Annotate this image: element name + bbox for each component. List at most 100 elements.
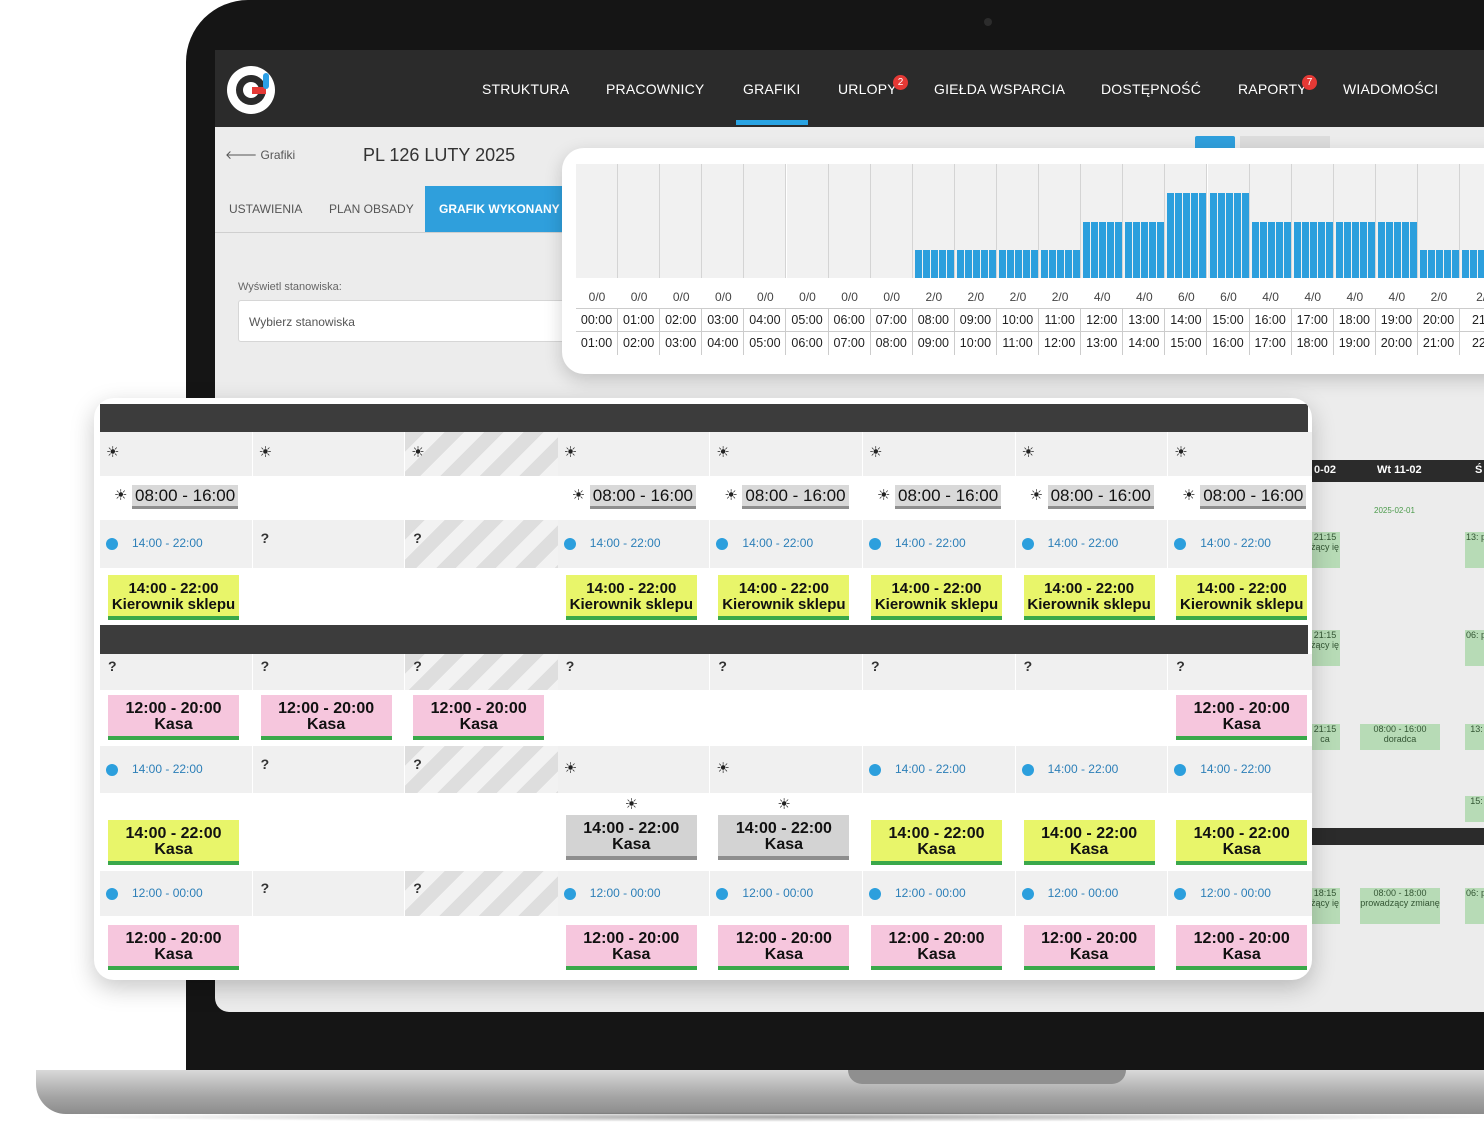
schedule-cell[interactable]: 12:00 - 20:00 Kasa bbox=[405, 690, 558, 746]
schedule-cell[interactable] bbox=[253, 568, 406, 626]
schedule-cell[interactable] bbox=[253, 476, 406, 520]
planned-time-chip[interactable]: 08:00 - 16:00 bbox=[1047, 485, 1154, 509]
shift-block[interactable]: 14:00 - 22:00 Kasa bbox=[108, 820, 239, 865]
schedule-cell[interactable]: ☀ bbox=[1015, 432, 1169, 476]
schedule-cell[interactable] bbox=[558, 690, 711, 746]
schedule-cell[interactable]: ☀ bbox=[557, 432, 711, 476]
schedule-cell[interactable]: 14:00 - 22:00 bbox=[557, 520, 711, 568]
schedule-cell[interactable]: ☀ 08:00 - 16:00 bbox=[558, 476, 711, 520]
schedule-cell[interactable]: ? bbox=[405, 654, 558, 690]
shift-block[interactable]: 14:00 - 22:00 Kasa bbox=[718, 815, 850, 860]
schedule-cell[interactable]: ? bbox=[405, 871, 558, 916]
nav-item-pracownicy[interactable]: PRACOWNICY bbox=[606, 81, 705, 97]
shift-block[interactable]: 12:00 - 20:00 Kasa bbox=[565, 925, 697, 970]
schedule-cell[interactable]: ☀ bbox=[710, 432, 863, 476]
tab-ustawienia[interactable]: USTAWIENIA bbox=[229, 202, 303, 216]
nav-item-grafiki[interactable]: GRAFIKI bbox=[743, 81, 801, 97]
schedule-cell[interactable]: ? bbox=[252, 746, 406, 793]
shift-block[interactable]: 14:00 - 22:00 Kasa bbox=[565, 815, 697, 860]
schedule-cell[interactable]: ☀ bbox=[863, 432, 1016, 476]
schedule-cell[interactable]: ☀ bbox=[1168, 432, 1312, 476]
nav-item-gielda-wsparcia[interactable]: GIEŁDA WSPARCIA bbox=[934, 81, 1066, 97]
schedule-cell[interactable]: 12:00 - 20:00 Kasa bbox=[253, 690, 406, 746]
shift-block[interactable]: 12:00 - 20:00 Kasa bbox=[1023, 925, 1155, 970]
schedule-cell[interactable]: ☀ 08:00 - 16:00 bbox=[710, 476, 863, 520]
tab-grafik-wykonany[interactable]: GRAFIK WYKONANY bbox=[425, 186, 574, 232]
schedule-cell[interactable]: ☀ 08:00 - 16:00 bbox=[100, 476, 253, 520]
schedule-cell[interactable]: 14:00 - 22:00 Kierownik sklepu bbox=[558, 568, 711, 626]
nav-item-raporty[interactable]: RAPORTY bbox=[1238, 81, 1307, 97]
schedule-cell[interactable]: 12:00 - 20:00 Kasa bbox=[100, 916, 253, 976]
schedule-cell[interactable]: ☀ 14:00 - 22:00 Kasa bbox=[558, 793, 711, 871]
schedule-cell[interactable]: ? bbox=[405, 746, 558, 793]
schedule-cell[interactable] bbox=[253, 916, 406, 976]
shift-block[interactable]: 14:00 - 22:00 Kierownik sklepu bbox=[1176, 575, 1308, 620]
schedule-cell[interactable]: ? bbox=[863, 654, 1016, 690]
planned-time-chip[interactable]: 08:00 - 16:00 bbox=[589, 485, 696, 509]
shift-block[interactable]: 14:00 - 22:00 Kierownik sklepu bbox=[565, 575, 697, 620]
schedule-cell[interactable]: 12:00 - 20:00 Kasa bbox=[100, 690, 253, 746]
schedule-cell[interactable]: ☀ 08:00 - 16:00 bbox=[863, 476, 1016, 520]
schedule-cell[interactable]: 12:00 - 00:00 bbox=[100, 871, 253, 916]
planned-time-chip[interactable]: 08:00 - 16:00 bbox=[1200, 485, 1307, 509]
schedule-cell[interactable] bbox=[405, 793, 558, 871]
shift-block[interactable]: 14:00 - 22:00 Kierownik sklepu bbox=[718, 575, 850, 620]
schedule-cell[interactable]: 14:00 - 22:00 Kierownik sklepu bbox=[1168, 568, 1312, 626]
schedule-cell[interactable]: ? bbox=[252, 520, 406, 568]
schedule-cell[interactable]: 12:00 - 00:00 bbox=[710, 871, 863, 916]
schedule-cell[interactable]: ? bbox=[1168, 654, 1312, 690]
schedule-cell[interactable]: ☀ bbox=[252, 432, 406, 476]
back-link[interactable]: 🡐 Grafiki bbox=[225, 147, 295, 162]
schedule-cell[interactable]: 14:00 - 22:00 Kasa bbox=[100, 793, 253, 871]
schedule-cell[interactable]: 14:00 - 22:00 bbox=[100, 746, 253, 793]
schedule-cell[interactable]: ☀ bbox=[557, 746, 711, 793]
planned-time-chip[interactable]: 08:00 - 16:00 bbox=[895, 485, 1002, 509]
schedule-cell[interactable]: ☀ 14:00 - 22:00 Kasa bbox=[710, 793, 863, 871]
schedule-cell[interactable] bbox=[405, 476, 558, 520]
schedule-cell[interactable]: 12:00 - 00:00 bbox=[557, 871, 711, 916]
schedule-cell[interactable] bbox=[863, 690, 1016, 746]
shift-block[interactable]: 14:00 - 22:00 Kierownik sklepu bbox=[108, 575, 239, 620]
shift-block[interactable]: 12:00 - 20:00 Kasa bbox=[413, 695, 545, 740]
schedule-cell[interactable]: 14:00 - 22:00 Kierownik sklepu bbox=[100, 568, 253, 626]
schedule-cell[interactable]: ☀ bbox=[405, 432, 558, 476]
schedule-cell[interactable]: 14:00 - 22:00 Kierownik sklepu bbox=[1016, 568, 1169, 626]
nav-item-wiadomosci[interactable]: WIADOMOŚCI bbox=[1343, 81, 1439, 97]
tab-plan-obsady[interactable]: PLAN OBSADY bbox=[329, 202, 414, 216]
schedule-cell[interactable]: ? bbox=[100, 654, 253, 690]
schedule-cell[interactable]: 12:00 - 20:00 Kasa bbox=[558, 916, 711, 976]
nav-item-struktura[interactable]: STRUKTURA bbox=[482, 81, 570, 97]
schedule-cell[interactable]: 14:00 - 22:00 Kasa bbox=[1016, 793, 1169, 871]
app-logo-icon[interactable] bbox=[227, 66, 275, 114]
schedule-cell[interactable]: ? bbox=[1015, 654, 1169, 690]
schedule-cell[interactable]: ? bbox=[252, 654, 406, 690]
schedule-cell[interactable]: 14:00 - 22:00 bbox=[1168, 746, 1312, 793]
shift-block[interactable]: 12:00 - 20:00 Kasa bbox=[718, 925, 850, 970]
schedule-cell[interactable]: 14:00 - 22:00 Kasa bbox=[863, 793, 1016, 871]
view-toggle-button-2[interactable] bbox=[1240, 136, 1330, 150]
schedule-cell[interactable] bbox=[253, 793, 406, 871]
schedule-cell[interactable]: 14:00 - 22:00 bbox=[100, 520, 253, 568]
shift-block[interactable]: 12:00 - 20:00 Kasa bbox=[260, 695, 392, 740]
schedule-cell[interactable]: 14:00 - 22:00 bbox=[1168, 520, 1312, 568]
shift-block[interactable]: 12:00 - 20:00 Kasa bbox=[108, 695, 239, 740]
shift-block[interactable]: 14:00 - 22:00 Kierownik sklepu bbox=[871, 575, 1002, 620]
schedule-cell[interactable]: ? bbox=[405, 520, 558, 568]
schedule-cell[interactable] bbox=[405, 568, 558, 626]
nav-item-urlopy[interactable]: URLOPY bbox=[838, 81, 897, 97]
shift-block[interactable]: 12:00 - 20:00 Kasa bbox=[108, 925, 239, 970]
shift-block[interactable]: 14:00 - 22:00 Kierownik sklepu bbox=[1023, 575, 1155, 620]
schedule-cell[interactable]: ? bbox=[557, 654, 711, 690]
shift-block[interactable]: 14:00 - 22:00 Kasa bbox=[1023, 820, 1155, 865]
planned-time-chip[interactable]: 08:00 - 16:00 bbox=[742, 485, 849, 509]
schedule-cell[interactable]: ? bbox=[252, 871, 406, 916]
schedule-cell[interactable]: 14:00 - 22:00 bbox=[1015, 746, 1169, 793]
shift-block[interactable]: 12:00 - 20:00 Kasa bbox=[871, 925, 1002, 970]
schedule-cell[interactable]: 14:00 - 22:00 bbox=[710, 520, 863, 568]
shift-block[interactable]: 14:00 - 22:00 Kasa bbox=[871, 820, 1002, 865]
schedule-cell[interactable]: ☀ bbox=[710, 746, 863, 793]
shift-block[interactable]: 14:00 - 22:00 Kasa bbox=[1176, 820, 1308, 865]
schedule-cell[interactable]: 12:00 - 20:00 Kasa bbox=[863, 916, 1016, 976]
schedule-cell[interactable] bbox=[405, 916, 558, 976]
schedule-cell[interactable]: 12:00 - 20:00 Kasa bbox=[1168, 690, 1312, 746]
